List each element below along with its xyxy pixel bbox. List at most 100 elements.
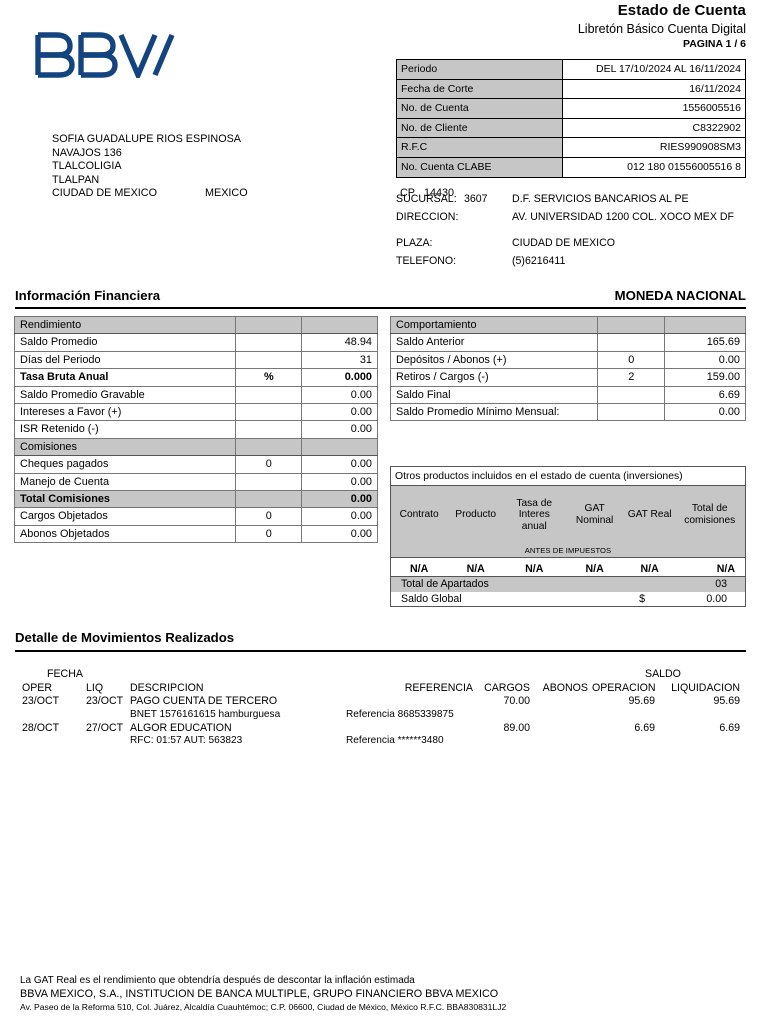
currency-symbol: $ xyxy=(639,592,645,605)
page-number: PAGINA 1 / 6 xyxy=(682,38,746,50)
rendimiento-row: Total Comisiones 0.00 xyxy=(13,490,378,509)
comportamiento-row: Saldo Final 6.69 xyxy=(389,385,746,405)
row-label: Cheques pagados xyxy=(13,455,237,474)
row-amount: 0.00 xyxy=(301,455,378,474)
account-info-value: 16/11/2024 xyxy=(562,78,746,100)
rendimiento-row: Tasa Bruta Anual% 0.000 xyxy=(13,368,378,387)
row-amount: 0.000 xyxy=(301,368,378,387)
sucursal-name: D.F. SERVICIOS BANCARIOS AL PE xyxy=(512,193,689,205)
rendimiento-row: Manejo de Cuenta 0.00 xyxy=(13,472,378,492)
customer-city: CIUDAD DE MEXICO xyxy=(52,187,157,200)
customer-country: MEXICO xyxy=(205,187,248,200)
otros-value: N/A xyxy=(624,557,675,580)
saldo-global-label: Saldo Global xyxy=(401,592,462,605)
comportamiento-header: Comportamiento xyxy=(389,315,746,335)
row-mid xyxy=(597,403,666,422)
movement-subrow: BNET 1576161615 hamburguesa Referencia 86… xyxy=(0,709,768,722)
rendimiento-row: Cheques pagados 0 0.00 xyxy=(13,455,378,474)
account-info-row: R.F.C RIES990908SM3 xyxy=(396,137,746,158)
customer-district: TLALPAN xyxy=(52,173,100,186)
row-label: Saldo Promedio Mínimo Mensual: xyxy=(389,403,599,422)
movement-sub-reference: Referencia 8685339875 xyxy=(346,708,454,720)
telefono-label: TELEFONO: xyxy=(396,254,457,267)
customer-street: NAVAJOS 136 xyxy=(52,146,122,159)
row-amount: 0.00 xyxy=(664,350,746,370)
row-mid: % xyxy=(235,368,303,387)
account-info-label: No. de Cliente xyxy=(396,117,563,139)
customer-name: SOFIA GUADALUPE RIOS ESPINOSA xyxy=(52,133,241,145)
otros-productos-table: Otros productos incluidos en el estado d… xyxy=(390,466,746,580)
movement-description: ALGOR EDUCATION xyxy=(130,721,232,734)
customer-cp-label: CP xyxy=(400,187,415,200)
row-amount: 0.00 xyxy=(301,524,378,544)
movement-liq-date: 23/OCT xyxy=(86,695,124,708)
otros-value: N/A xyxy=(390,557,448,580)
row-mid xyxy=(235,490,303,509)
row-mid xyxy=(235,403,303,422)
row-label: Tasa Bruta Anual xyxy=(13,368,237,387)
antes-impuestos-note: ANTES DE IMPUESTOS xyxy=(524,546,612,555)
product-subtitle: Libretón Básico Cuenta Digital xyxy=(577,22,746,36)
customer-address-block: SOFIA GUADALUPE RIOS ESPINOSA NAVAJOS 13… xyxy=(52,133,454,201)
account-info-row: No. Cuenta CLABE 012 180 01556005516 8 xyxy=(396,156,746,178)
row-label: Saldo Promedio xyxy=(13,333,237,352)
telefono-value: (5)6216411 xyxy=(512,254,566,267)
row-mid: 0 xyxy=(235,524,303,544)
row-mid xyxy=(235,350,303,370)
otros-column-header: GAT Nominal xyxy=(564,485,625,544)
otros-value: N/A xyxy=(674,557,746,580)
row-amount: 0.00 xyxy=(301,490,378,509)
row-amount: 165.69 xyxy=(664,333,746,352)
account-info-row: No. de Cuenta 1556005516 xyxy=(396,98,746,119)
movement-cargos: 70.00 xyxy=(503,695,530,708)
header-cargos: CARGOS xyxy=(484,681,530,694)
header-liq: LIQ xyxy=(86,681,104,694)
row-amount: 0.00 xyxy=(301,420,378,439)
row-mid xyxy=(235,420,303,439)
comisiones-header: Comisiones xyxy=(13,437,378,457)
customer-cp: 14430 xyxy=(424,187,455,200)
row-label: Abonos Objetados xyxy=(13,524,237,544)
row-mid xyxy=(235,333,303,352)
account-info-label: R.F.C xyxy=(396,137,563,158)
movement-row: 23/OCT 23/OCT PAGO CUENTA DE TERCERO 70.00 9… xyxy=(0,695,768,709)
header-descripcion: DESCRIPCION xyxy=(130,681,204,694)
sucursal-label: SUCURSAL: xyxy=(396,193,457,205)
row-mid xyxy=(597,385,666,405)
account-info-label: Fecha de Corte xyxy=(396,78,563,100)
movement-sub-description: BNET 1576161615 hamburguesa xyxy=(130,708,281,720)
row-label: Saldo Anterior xyxy=(389,333,599,352)
comportamiento-row: Saldo Promedio Mínimo Mensual: 0.00 xyxy=(389,403,746,422)
otros-column-header: Total de comisiones xyxy=(674,485,746,544)
rendimiento-row: Cargos Objetados 0 0.00 xyxy=(13,507,378,526)
rendimiento-header-label: Rendimiento xyxy=(13,315,237,335)
account-info-value: DEL 17/10/2024 AL 16/11/2024 xyxy=(562,59,746,80)
otros-productos-title: Otros productos incluidos en el estado d… xyxy=(390,466,746,486)
footer-legal-name: BBVA MEXICO, S.A., INSTITUCION DE BANCA … xyxy=(20,988,499,1000)
page-title: Estado de Cuenta xyxy=(617,2,746,19)
footer: La GAT Real es el rendimiento que obtend… xyxy=(20,974,750,1013)
total-apartados-label: Total de Apartados xyxy=(390,576,600,592)
movement-row: 28/OCT 27/OCT ALGOR EDUCATION 89.00 6.69 6.69 xyxy=(0,722,768,736)
row-amount: 0.00 xyxy=(301,507,378,526)
otros-value: N/A xyxy=(504,557,565,580)
account-info-value: 1556005516 xyxy=(562,98,746,119)
row-label: Retiros / Cargos (-) xyxy=(389,368,599,387)
comportamiento-row: Depósitos / Abonos (+) 0 0.00 xyxy=(389,350,746,370)
otros-value: N/A xyxy=(564,557,625,580)
row-mid xyxy=(235,385,303,405)
account-info-label: No. Cuenta CLABE xyxy=(396,156,563,178)
account-info-table: Periodo DEL 17/10/2024 AL 16/11/2024 Fecha… xyxy=(396,59,746,178)
account-info-label: No. de Cuenta xyxy=(396,98,563,119)
branch-info-block: SUCURSAL: 3607 D.F. SERVICIOS BANCARIOS … xyxy=(396,193,756,272)
movement-subrow: RFC: 01:57 AUT: 563823 Referencia ******3… xyxy=(0,735,768,748)
sucursal-number: 3607 xyxy=(464,193,488,205)
header-abonos: ABONOS xyxy=(542,681,588,694)
rendimiento-header: Rendimiento xyxy=(13,315,378,335)
rendimiento-row: Saldo Promedio Gravable 0.00 xyxy=(13,385,378,405)
account-info-value: C8322902 xyxy=(562,117,746,139)
row-amount: 6.69 xyxy=(664,385,746,405)
account-info-row: No. de Cliente C8322902 xyxy=(396,117,746,139)
header-oper: OPER xyxy=(22,681,53,694)
movement-description: PAGO CUENTA DE TERCERO xyxy=(130,695,278,708)
